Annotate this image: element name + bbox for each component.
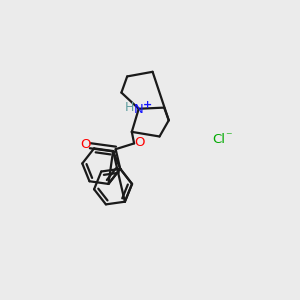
Text: +: +	[143, 100, 152, 110]
Text: O: O	[134, 136, 144, 149]
Text: N: N	[134, 103, 144, 116]
Text: Cl: Cl	[212, 134, 225, 146]
Text: ⁻: ⁻	[226, 130, 232, 143]
Text: H: H	[124, 100, 134, 114]
Text: O: O	[80, 138, 90, 151]
